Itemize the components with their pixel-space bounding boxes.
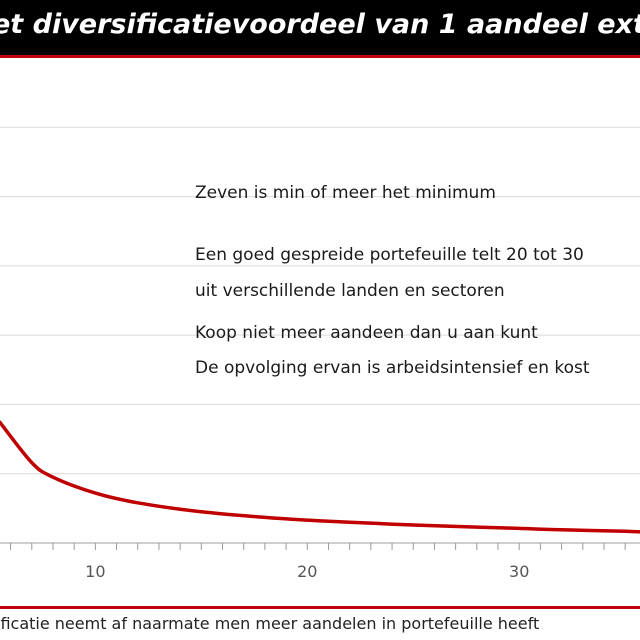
- annotation-limit-line1: Koop niet meer aandeen dan u aan kunt: [195, 323, 538, 343]
- annotation-spread-line1: Een goed gespreide portefeuille telt 20 …: [195, 245, 584, 265]
- x-tick-label: 10: [85, 562, 105, 581]
- annotation-spread-line2: uit verschillende landen en sectoren: [195, 281, 505, 301]
- title-bar: et diversificatievoordeel van 1 aandeel …: [0, 0, 640, 58]
- x-tick-label: 20: [297, 562, 317, 581]
- chart: 10 20 30: [0, 126, 640, 581]
- annotation-minimum: Zeven is min of meer het minimum: [195, 183, 496, 203]
- x-tick-label: 30: [509, 562, 529, 581]
- annotation-limit-line2: De opvolging ervan is arbeidsintensief e…: [195, 358, 590, 378]
- chart-title: et diversificatievoordeel van 1 aandeel …: [0, 9, 640, 40]
- footer-caption: ificatie neemt af naarmate men meer aand…: [0, 614, 540, 633]
- series-line: [0, 420, 640, 534]
- footer-bar: ificatie neemt af naarmate men meer aand…: [0, 606, 640, 640]
